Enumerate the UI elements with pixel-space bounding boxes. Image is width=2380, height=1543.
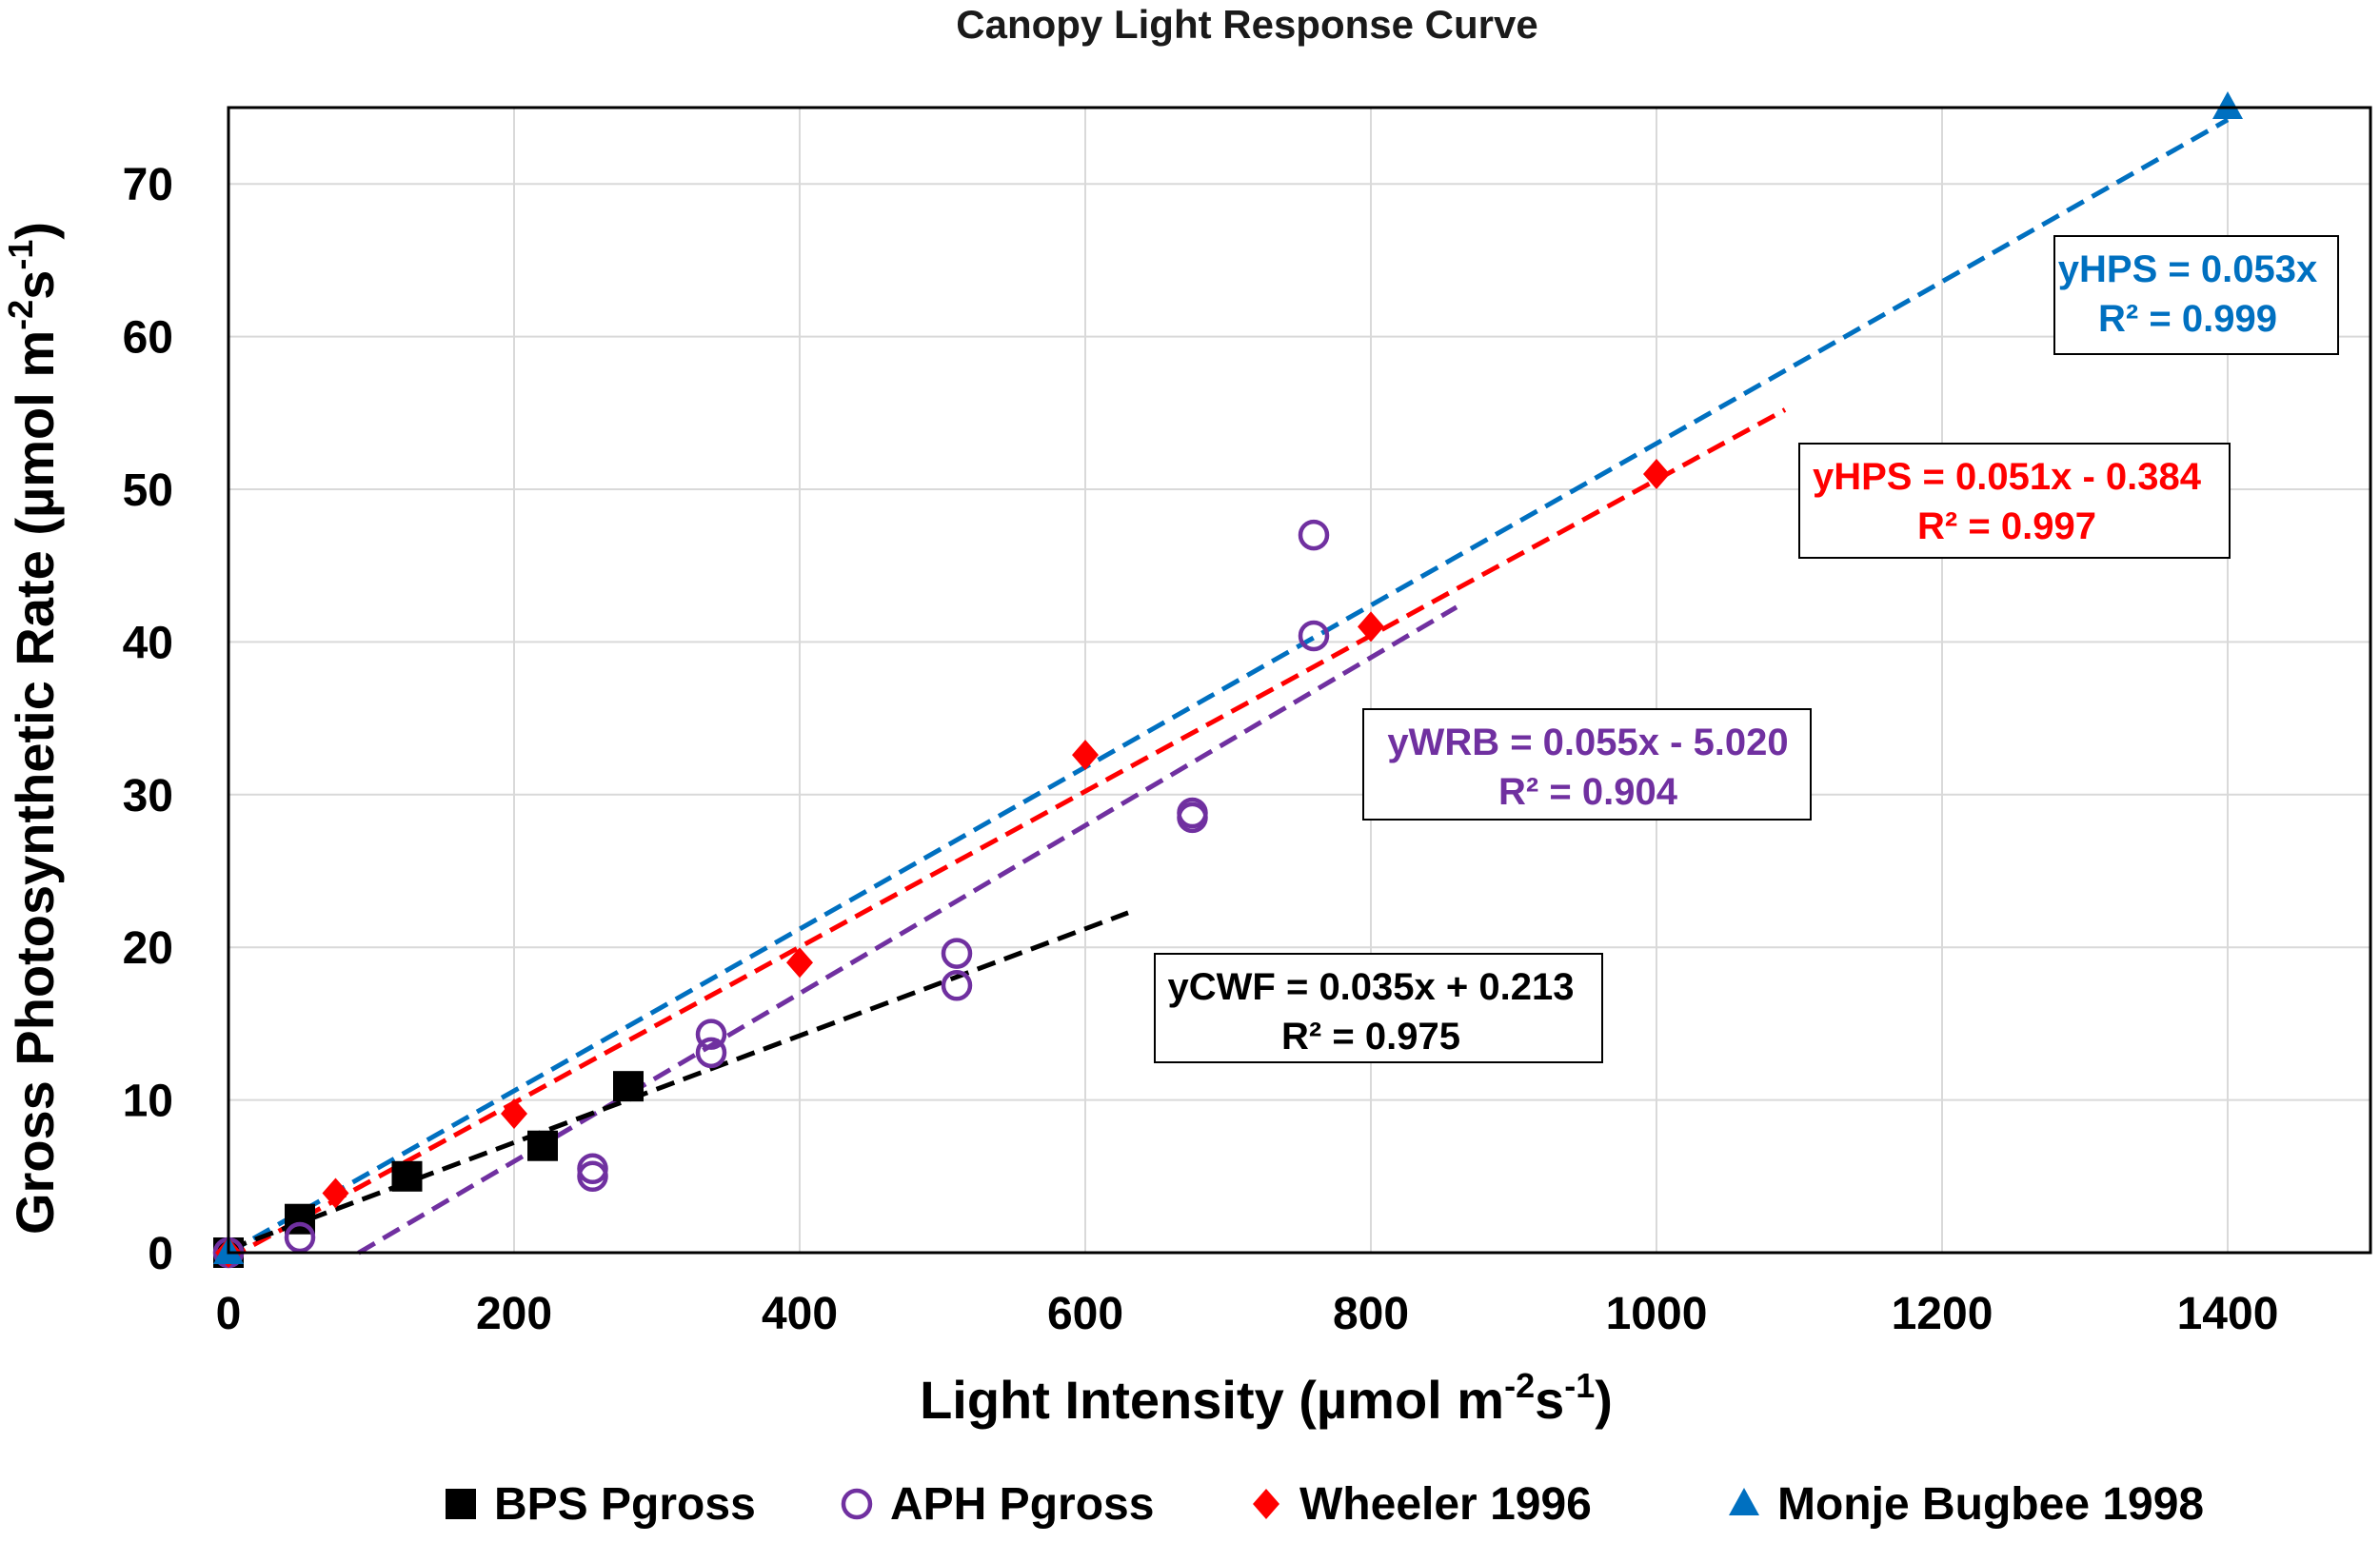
y-axis-label-end: ) — [5, 222, 65, 240]
data-point — [322, 1177, 349, 1209]
data-point — [941, 970, 973, 1001]
data-point — [1298, 620, 1330, 652]
trendline — [227, 407, 1787, 1261]
data-point — [1072, 740, 1099, 771]
y-axis-label-sup2: -1 — [1, 240, 40, 270]
data-point — [786, 947, 813, 979]
x-axis-label-sup2: -1 — [1564, 1366, 1595, 1405]
x-tick-label: 200 — [476, 1289, 552, 1339]
x-tick-label: 400 — [762, 1289, 838, 1339]
r-squared-text: R² = 0.997 — [1917, 505, 2096, 547]
trendline — [357, 604, 1458, 1256]
legend-marker — [1729, 1488, 1759, 1515]
x-tick-labels: 0 200 400 600 800 1000 1200 1400 — [216, 1289, 2279, 1339]
legend-item: APH Pgross — [841, 1479, 1154, 1530]
x-tick-label: 1200 — [1892, 1289, 1993, 1339]
data-point — [695, 1019, 727, 1050]
data-point — [695, 1037, 727, 1069]
y-axis-label-sup1: -2 — [1, 300, 40, 330]
equation-box: yWRB = 0.055x - 5.020 R² = 0.904 — [1362, 708, 1812, 821]
y-tick-labels: 0 10 20 30 40 50 60 70 — [123, 160, 173, 1279]
x-tick-label: 1400 — [2177, 1289, 2279, 1339]
y-tick-label: 50 — [123, 465, 173, 516]
x-axis-label-mid: s — [1535, 1370, 1564, 1430]
data-point — [527, 1130, 558, 1161]
r-squared-text: R² = 0.975 — [1281, 1016, 1460, 1058]
grid — [228, 108, 2371, 1254]
data-point — [391, 1160, 423, 1192]
x-axis-label-main: Light Intensity (µmol m — [920, 1370, 1504, 1430]
chart-title: Canopy Light Response Curve — [956, 2, 1537, 47]
y-tick-label: 30 — [123, 771, 173, 821]
data-point — [1298, 519, 1330, 551]
legend-label: APH Pgross — [890, 1479, 1154, 1530]
equation-text: yHPS = 0.053x — [2058, 248, 2317, 290]
plot-area-frame — [227, 106, 2372, 1255]
equation-box-frame — [1798, 443, 2231, 559]
x-axis-label-end: ) — [1595, 1370, 1613, 1430]
legend-item: Monje Bugbee 1998 — [1729, 1479, 2204, 1530]
legend: BPS Pgross APH Pgross Wheeler 1996 Monje Bu… — [446, 1479, 2204, 1530]
legend-label: Wheeler 1996 — [1299, 1479, 1592, 1530]
data-point — [284, 1221, 316, 1254]
legend-marker — [446, 1489, 476, 1519]
data-point — [941, 938, 973, 969]
equation-box: yHPS = 0.053x R² = 0.999 — [2053, 235, 2339, 355]
legend-marker — [841, 1488, 873, 1520]
legend-label: Monje Bugbee 1998 — [1777, 1479, 2204, 1530]
data-point — [577, 1160, 608, 1193]
y-tick-label: 70 — [123, 160, 173, 210]
y-tick-label: 0 — [148, 1229, 173, 1279]
equation-text: yWRB = 0.055x - 5.020 — [1387, 722, 1788, 763]
equation-text: yHPS = 0.051x - 0.384 — [1813, 456, 2202, 498]
equation-box-frame — [1154, 953, 1603, 1063]
legend-item: BPS Pgross — [446, 1479, 756, 1530]
data-point — [1177, 801, 1208, 834]
data-point — [1643, 458, 1670, 489]
data-point — [501, 1098, 527, 1130]
y-axis-label: Gross Photosynthetic Rate (µmol m-2s-1) — [1, 222, 65, 1235]
data-point — [2212, 91, 2243, 119]
x-axis-label: Light Intensity (µmol m-2s-1) — [920, 1366, 1613, 1430]
y-tick-label: 10 — [123, 1077, 173, 1127]
y-axis-label-main: Gross Photosynthetic Rate (µmol m — [5, 330, 65, 1235]
y-axis-label-mid: s — [5, 270, 65, 300]
x-tick-label: 1000 — [1606, 1289, 1708, 1339]
equation-text: yCWF = 0.035x + 0.213 — [1168, 966, 1575, 1008]
trendlines — [227, 117, 2230, 1261]
r-squared-text: R² = 0.999 — [2098, 298, 2277, 340]
x-tick-label: 800 — [1333, 1289, 1409, 1339]
x-axis-label-sup1: -2 — [1504, 1366, 1535, 1405]
x-tick-label: 0 — [216, 1289, 242, 1339]
data-point — [613, 1071, 644, 1102]
equation-box-frame — [2053, 235, 2339, 355]
legend-marker — [1253, 1489, 1279, 1519]
y-tick-label: 20 — [123, 923, 173, 974]
equation-box-frame — [1362, 708, 1812, 821]
data-point — [1358, 611, 1384, 643]
equation-box: yCWF = 0.035x + 0.213 R² = 0.975 — [1154, 953, 1603, 1063]
trendline — [228, 910, 1129, 1252]
equation-boxes: yHPS = 0.053x R² = 0.999 yHPS = 0.051x - 0… — [1154, 235, 2339, 1063]
data-points — [212, 91, 2243, 1269]
trendline — [227, 117, 2230, 1256]
legend-label: BPS Pgross — [494, 1479, 756, 1530]
y-tick-label: 60 — [123, 313, 173, 364]
equation-box: yHPS = 0.051x - 0.384 R² = 0.997 — [1798, 443, 2231, 559]
y-tick-label: 40 — [123, 618, 173, 668]
r-squared-text: R² = 0.904 — [1498, 771, 1678, 813]
legend-item: Wheeler 1996 — [1253, 1479, 1592, 1530]
x-tick-label: 600 — [1047, 1289, 1123, 1339]
